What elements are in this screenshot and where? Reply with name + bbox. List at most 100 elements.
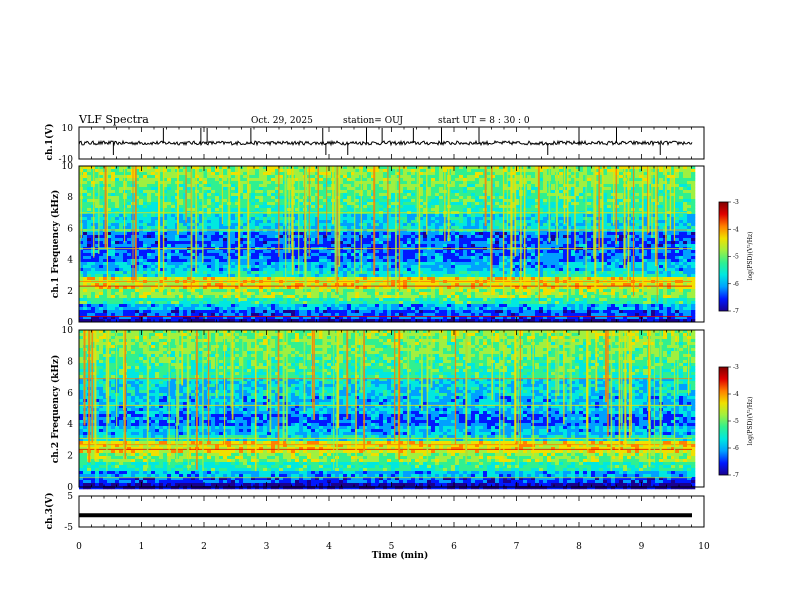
spectro-cell bbox=[119, 292, 124, 296]
spectro-cell bbox=[267, 238, 272, 242]
spectro-cell bbox=[219, 205, 224, 209]
spectro-cell bbox=[311, 262, 316, 266]
spectro-cell bbox=[311, 316, 316, 320]
spectro-cell bbox=[399, 289, 404, 293]
spectro-cell bbox=[83, 199, 88, 203]
spectro-cell bbox=[107, 295, 112, 299]
spectro-cell bbox=[403, 226, 408, 230]
spectro-cell bbox=[311, 166, 316, 170]
spectro-cell bbox=[79, 250, 84, 254]
spectro-cell bbox=[191, 319, 196, 323]
spectro-cell bbox=[415, 229, 420, 233]
spectro-cell bbox=[199, 283, 204, 287]
spectro-cell bbox=[143, 169, 148, 173]
spectro-cell bbox=[387, 286, 392, 290]
spectro-cell bbox=[259, 298, 264, 302]
spectro-cell bbox=[343, 202, 348, 206]
spectro-cell bbox=[79, 268, 84, 272]
spectro-cell bbox=[135, 268, 140, 272]
spectro-cell bbox=[147, 289, 152, 293]
spectro-cell bbox=[143, 244, 148, 248]
spectro-cell bbox=[235, 166, 240, 170]
spectro-cell bbox=[135, 265, 140, 269]
spectro-cell bbox=[399, 223, 404, 227]
spectro-cell bbox=[435, 304, 440, 308]
spectro-cell bbox=[123, 253, 128, 257]
spectro-cell bbox=[319, 313, 324, 317]
spectro-cell bbox=[403, 292, 408, 296]
spectro-cell bbox=[423, 283, 428, 287]
spectro-cell bbox=[251, 169, 256, 173]
spectro-cell bbox=[147, 202, 152, 206]
spectro-cell bbox=[263, 187, 268, 191]
spectro-cell bbox=[199, 196, 204, 200]
spectro-cell bbox=[255, 232, 260, 236]
spectro-cell bbox=[91, 307, 96, 311]
spectro-cell bbox=[291, 292, 296, 296]
spectro-cell bbox=[315, 223, 320, 227]
spectro-cell bbox=[203, 202, 208, 206]
spectro-cell bbox=[423, 289, 428, 293]
spectro-cell bbox=[379, 283, 384, 287]
spectro-cell bbox=[211, 226, 216, 230]
spectro-cell bbox=[219, 178, 224, 182]
spectro-cell bbox=[251, 220, 256, 224]
spectro-cell bbox=[135, 313, 140, 317]
spectro-cell bbox=[415, 286, 420, 290]
spectro-cell bbox=[119, 274, 124, 278]
spectro-cell bbox=[207, 244, 212, 248]
spectro-cell bbox=[295, 181, 300, 185]
spectro-cell bbox=[379, 238, 384, 242]
spectro-cell bbox=[351, 175, 356, 179]
spectro-cell bbox=[323, 253, 328, 257]
spectro-cell bbox=[299, 238, 304, 242]
spectro-cell bbox=[371, 178, 376, 182]
spectro-cell bbox=[391, 169, 396, 173]
spectro-cell bbox=[191, 253, 196, 257]
spectro-cell bbox=[215, 214, 220, 218]
spectro-cell bbox=[243, 277, 248, 281]
spectro-cell bbox=[387, 307, 392, 311]
spectro-cell bbox=[167, 319, 172, 323]
spectro-cell bbox=[187, 259, 192, 263]
spectro-cell bbox=[411, 205, 416, 209]
spectro-cell bbox=[267, 259, 272, 263]
spectro-cell bbox=[231, 166, 236, 170]
spectro-cell bbox=[187, 307, 192, 311]
spectro-cell bbox=[199, 307, 204, 311]
spectro-cell bbox=[319, 223, 324, 227]
spectro-cell bbox=[207, 220, 212, 224]
spectro-cell bbox=[139, 271, 144, 275]
spectro-cell bbox=[91, 277, 96, 281]
spectro-cell bbox=[299, 256, 304, 260]
spectro-cell bbox=[419, 202, 424, 206]
spectro-cell bbox=[351, 181, 356, 185]
spectro-cell bbox=[119, 265, 124, 269]
spectro-cell bbox=[95, 193, 100, 197]
spectro-cell bbox=[155, 310, 160, 314]
spectro-cell bbox=[203, 283, 208, 287]
spectro-cell bbox=[263, 196, 268, 200]
spectro-cell bbox=[183, 319, 188, 323]
spectro-cell bbox=[119, 295, 124, 299]
spectro-cell bbox=[247, 301, 252, 305]
spectro-cell bbox=[415, 307, 420, 311]
spectro-cell bbox=[431, 265, 436, 269]
spectro-cell bbox=[419, 289, 424, 293]
spectro-cell bbox=[371, 256, 376, 260]
spectro-cell bbox=[163, 172, 168, 176]
spectro-cell bbox=[275, 181, 280, 185]
spectro-cell bbox=[107, 283, 112, 287]
spectro-cell bbox=[339, 271, 344, 275]
spectro-cell bbox=[203, 235, 208, 239]
spectro-cell bbox=[211, 298, 216, 302]
spectro-cell bbox=[367, 238, 372, 242]
spectro-cell bbox=[79, 283, 84, 287]
spectro-cell bbox=[435, 220, 440, 224]
spectro-cell bbox=[127, 295, 132, 299]
spectro-cell bbox=[395, 169, 400, 173]
spectro-cell bbox=[187, 238, 192, 242]
spectro-cell bbox=[355, 313, 360, 317]
spectro-cell bbox=[187, 286, 192, 290]
spectro-cell bbox=[363, 295, 368, 299]
